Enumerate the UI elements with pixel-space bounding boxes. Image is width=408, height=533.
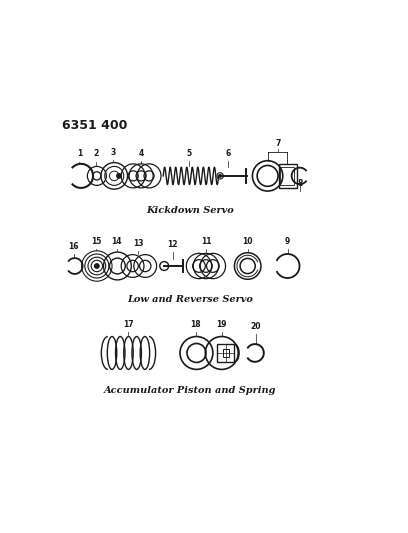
- Text: 16: 16: [69, 242, 79, 251]
- Text: 9: 9: [285, 237, 290, 246]
- Text: 15: 15: [91, 237, 101, 246]
- Bar: [223, 349, 229, 357]
- Text: 4: 4: [138, 149, 144, 158]
- Text: Accumulator Piston and Spring: Accumulator Piston and Spring: [104, 386, 276, 395]
- Circle shape: [219, 175, 222, 177]
- Text: 11: 11: [201, 237, 211, 246]
- Text: 7: 7: [275, 139, 281, 148]
- Text: Low and Reverse Servo: Low and Reverse Servo: [127, 295, 253, 304]
- Circle shape: [117, 174, 121, 178]
- Text: 3: 3: [111, 148, 116, 157]
- Text: 18: 18: [191, 320, 201, 329]
- Text: Kickdown Servo: Kickdown Servo: [146, 206, 234, 215]
- Text: 14: 14: [111, 237, 122, 246]
- Bar: [279, 164, 297, 188]
- Text: 1: 1: [77, 149, 82, 158]
- Text: 8: 8: [297, 179, 303, 188]
- Text: 12: 12: [168, 240, 178, 249]
- Text: 6: 6: [226, 149, 231, 158]
- Bar: [217, 344, 234, 362]
- Bar: [280, 167, 293, 185]
- Text: 17: 17: [123, 320, 134, 329]
- Text: 2: 2: [93, 149, 98, 158]
- Text: 20: 20: [251, 322, 261, 331]
- Text: 13: 13: [133, 239, 144, 248]
- Circle shape: [95, 264, 99, 268]
- Text: 6351 400: 6351 400: [62, 119, 127, 132]
- Text: 5: 5: [186, 149, 191, 158]
- Text: 19: 19: [217, 320, 227, 329]
- Text: 10: 10: [242, 237, 253, 246]
